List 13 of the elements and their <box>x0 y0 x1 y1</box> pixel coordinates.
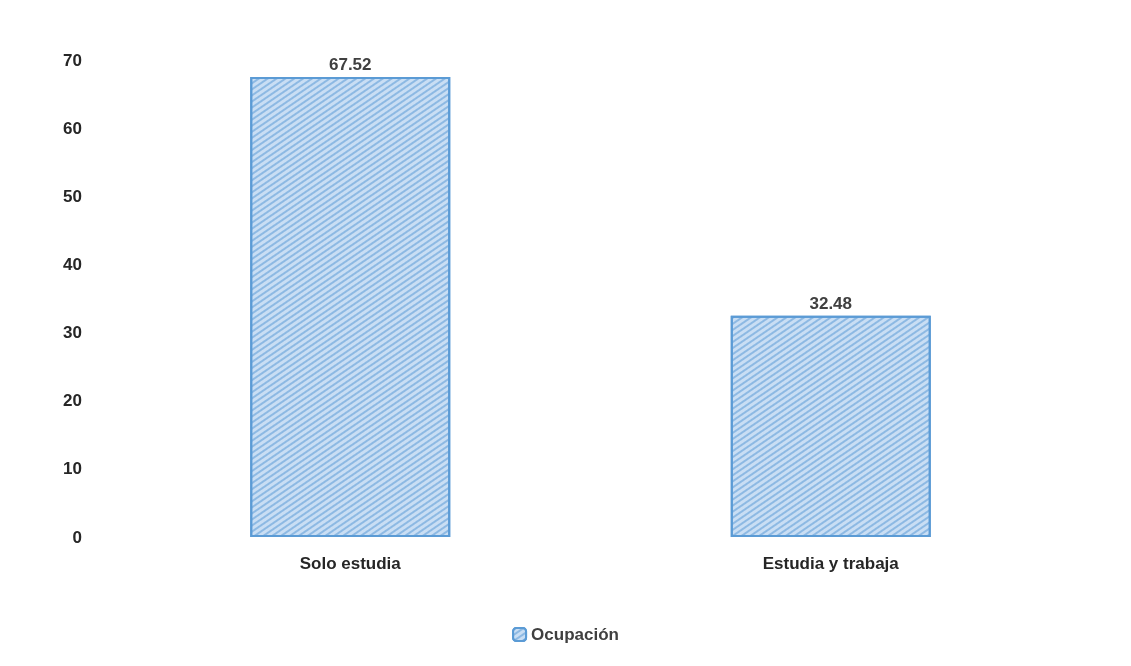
y-tick-label: 10 <box>63 459 82 479</box>
y-tick-label: 40 <box>63 254 82 274</box>
data-label: 32.48 <box>809 293 853 313</box>
x-tick-label: Solo estudia <box>299 554 402 573</box>
x-tick-label: Estudia y trabaja <box>762 554 900 573</box>
y-tick-label: 70 <box>63 50 82 70</box>
y-tick-label: 20 <box>63 391 82 411</box>
y-tick-label: 60 <box>63 118 82 138</box>
y-tick-label: 50 <box>63 186 82 206</box>
legend-label: Ocupación <box>531 625 619 644</box>
y-tick-label: 30 <box>63 323 82 343</box>
y-tick-label: 0 <box>72 527 82 547</box>
data-label: 67.52 <box>328 54 372 74</box>
